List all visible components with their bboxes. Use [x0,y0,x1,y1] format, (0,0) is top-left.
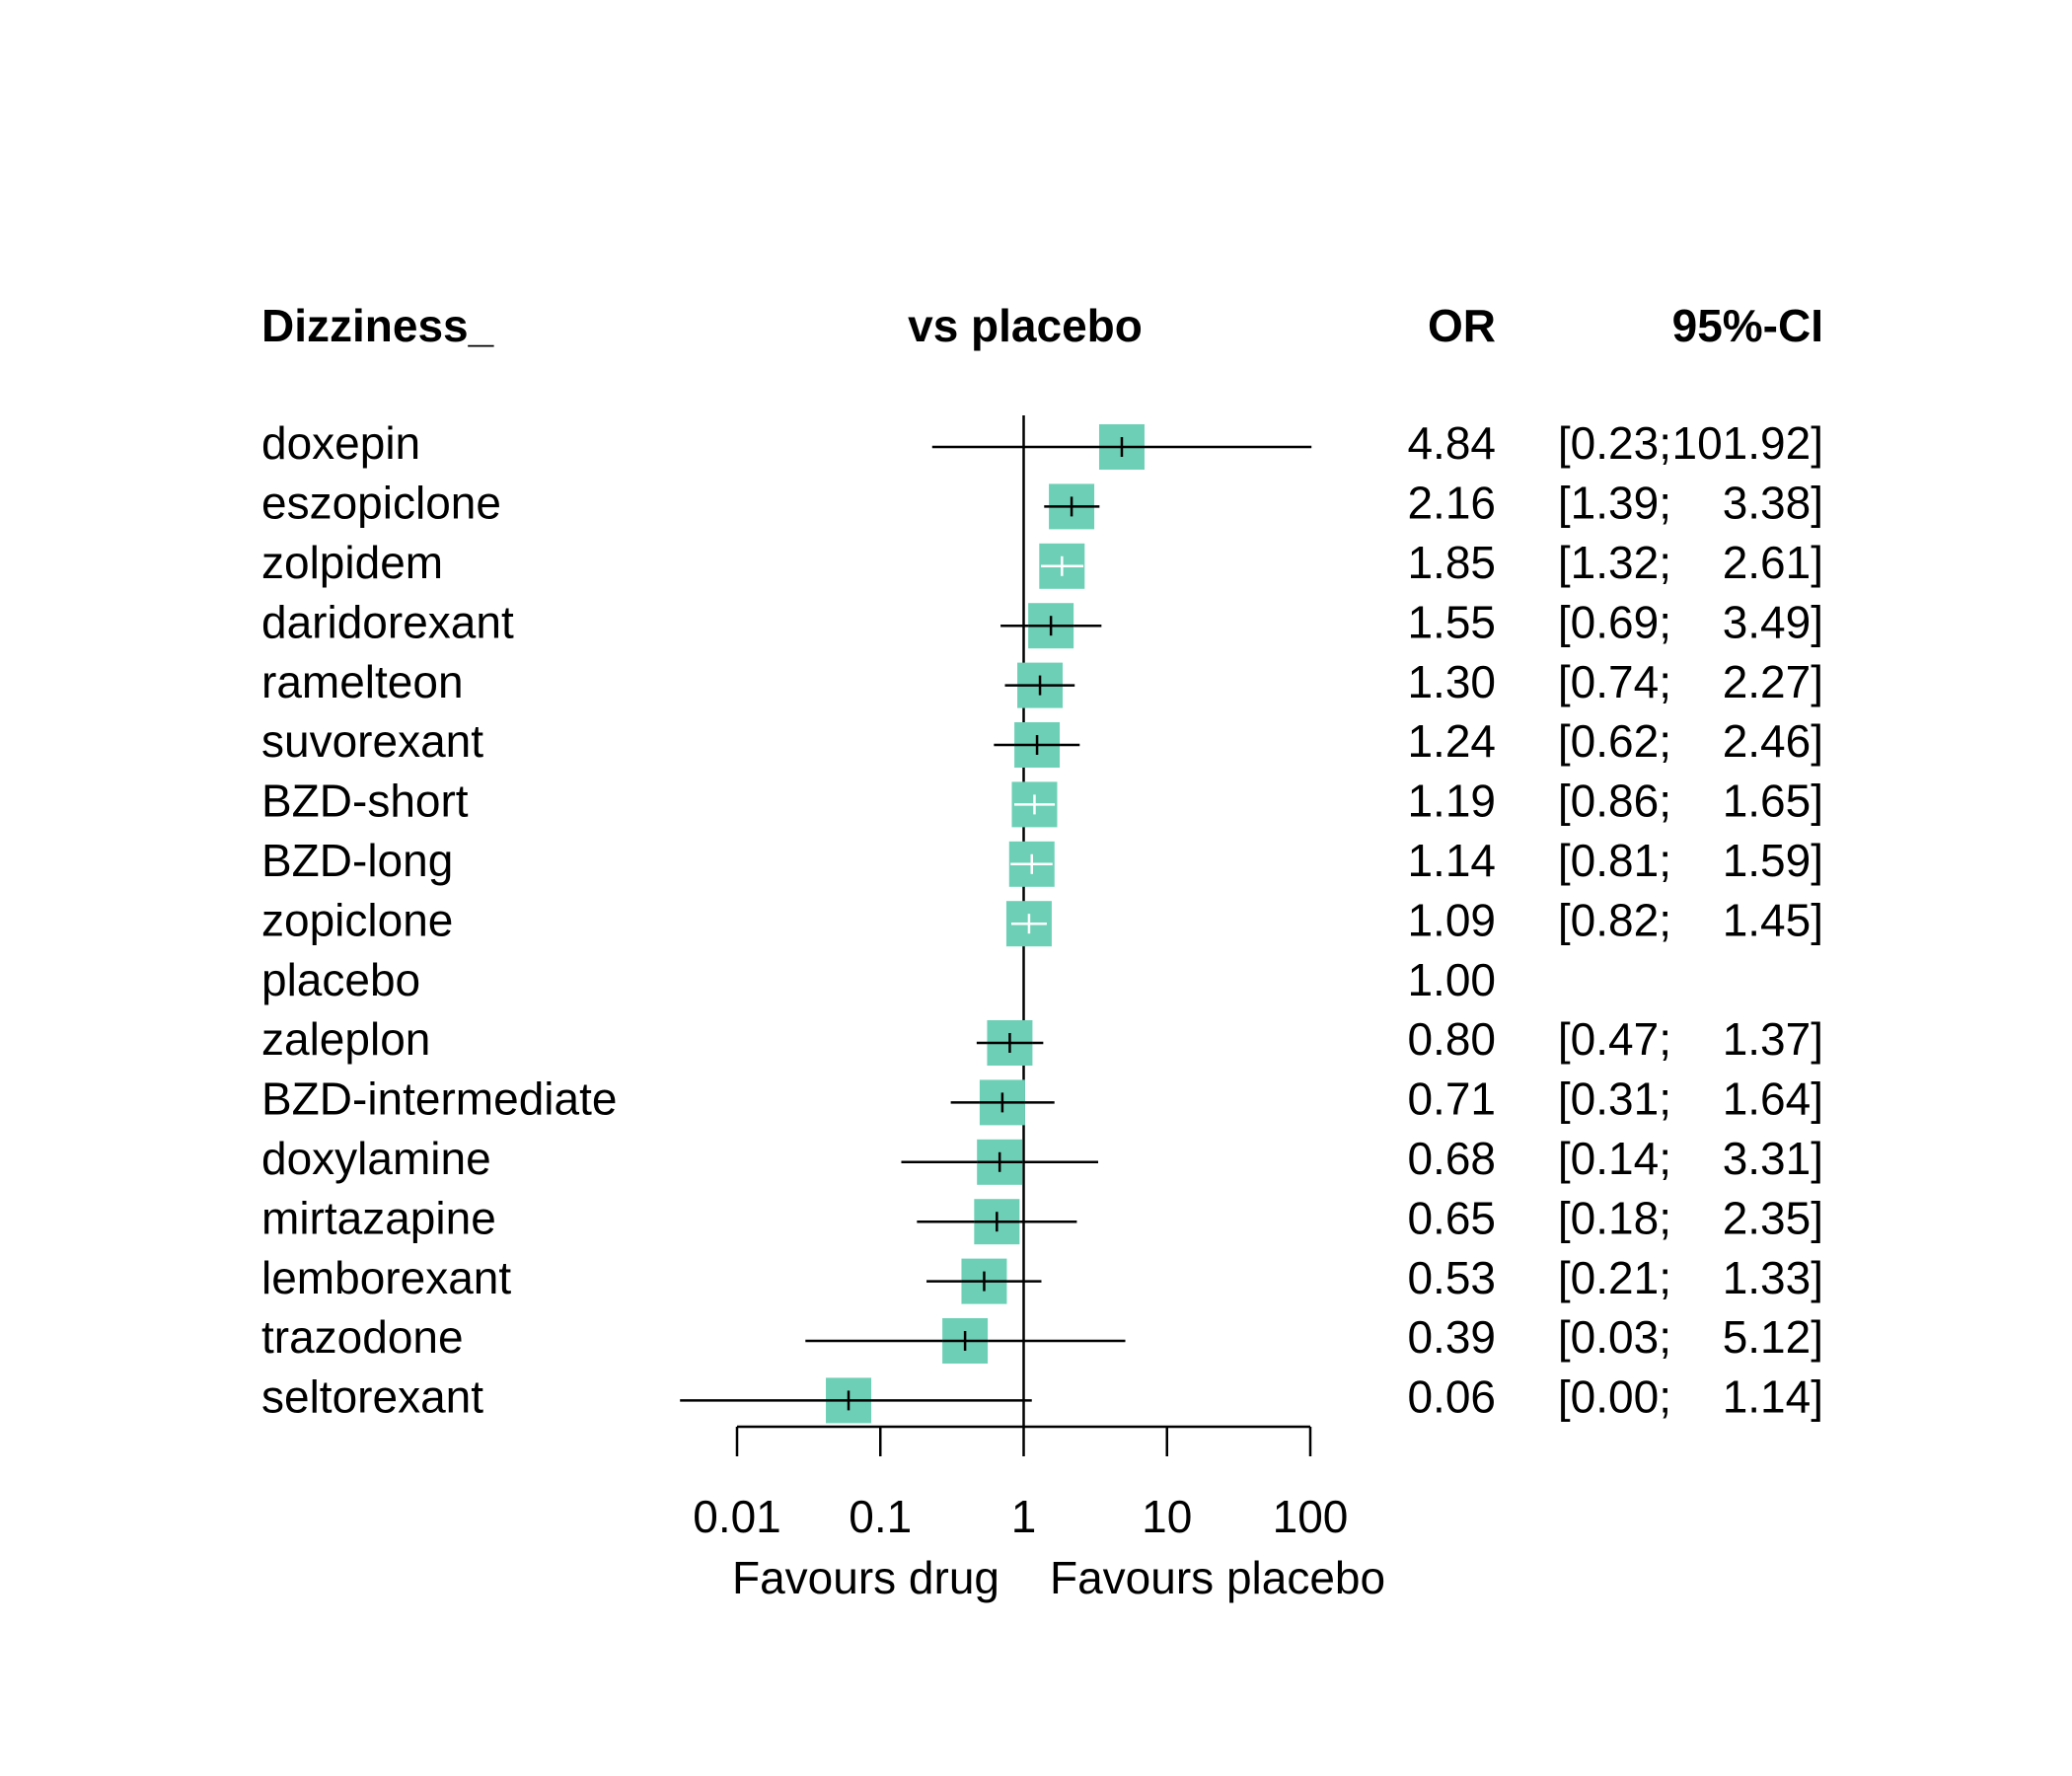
row-ci-upper: 5.12] [1723,1311,1823,1363]
row-or-value: 0.68 [1407,1133,1496,1184]
row-ci-upper: 1.33] [1723,1252,1823,1303]
x-tick-label: 0.01 [693,1491,781,1542]
row-or-value: 0.53 [1407,1252,1496,1303]
row-ci-lower: [1.39; [1558,478,1671,529]
forest-row: mirtazapine 0.65 [0.18; 2.35] [261,1192,1823,1245]
x-tick-label: 1 [1011,1491,1037,1542]
x-tick-label: 10 [1142,1491,1192,1542]
row-or-value: 1.85 [1407,537,1496,588]
row-ci-lower: [0.00; [1558,1371,1671,1423]
forest-row: zaleplon 0.80 [0.47; 1.37] [261,1013,1823,1066]
forest-row: trazodone 0.39 [0.03; 5.12] [261,1311,1823,1364]
row-or-value: 1.00 [1407,954,1496,1005]
row-label: lemborexant [261,1252,511,1303]
row-label: zaleplon [261,1013,430,1065]
row-or-value: 1.55 [1407,596,1496,647]
row-ci-upper: 2.27] [1723,656,1823,707]
row-ci-lower: [0.31; [1558,1073,1671,1125]
row-ci-upper: 3.49] [1723,596,1823,647]
row-or-value: 1.30 [1407,656,1496,707]
row-ci-lower: [0.18; [1558,1192,1671,1243]
row-label: BZD-intermediate [261,1073,617,1125]
row-or-value: 0.06 [1407,1371,1496,1423]
row-ci-upper: 1.45] [1723,894,1823,945]
row-label: trazodone [261,1311,464,1363]
header-estimate: OR [1428,300,1496,351]
row-ci-upper: 3.38] [1723,478,1823,529]
x-label-left: Favours drug [732,1552,999,1603]
forest-row: BZD-intermediate 0.71 [0.31; 1.64] [261,1073,1823,1126]
row-label: BZD-long [261,835,453,886]
forest-row: suvorexant 1.24 [0.62; 2.46] [261,715,1823,768]
row-ci-upper: 101.92] [1672,417,1823,469]
row-label: zopiclone [261,894,453,945]
row-or-value: 0.65 [1407,1192,1496,1243]
row-ci-lower: [0.82; [1558,894,1671,945]
row-label: suvorexant [261,715,483,767]
row-or-value: 1.14 [1407,835,1496,886]
forest-row: eszopiclone 2.16 [1.39; 3.38] [261,478,1823,530]
row-ci-lower: [0.23; [1558,417,1671,469]
row-or-value: 1.09 [1407,894,1496,945]
row-ci-lower: [0.62; [1558,715,1671,767]
row-ci-lower: [0.74; [1558,656,1671,707]
row-or-value: 1.24 [1407,715,1496,767]
row-ci-upper: 2.35] [1723,1192,1823,1243]
forest-row: BZD-short 1.19 [0.86; 1.65] [261,776,1823,828]
row-ci-lower: [0.69; [1558,596,1671,647]
x-axis: 0.01 0.1 1 10 100 [693,1425,1349,1542]
header-label: Dizziness_ [261,300,494,351]
row-ci-upper: 1.14] [1723,1371,1823,1423]
row-label: zolpidem [261,537,443,588]
forest-row: ramelteon 1.30 [0.74; 2.27] [261,656,1823,708]
forest-row: zolpidem 1.85 [1.32; 2.61] [261,537,1823,589]
forest-row: zopiclone 1.09 [0.82; 1.45] [261,894,1823,947]
row-label: placebo [261,954,420,1005]
row-ci-upper: 1.65] [1723,776,1823,827]
row-ci-lower: [0.81; [1558,835,1671,886]
row-or-value: 4.84 [1407,417,1496,469]
row-ci-lower: [0.21; [1558,1252,1671,1303]
x-label-right: Favours placebo [1050,1552,1385,1603]
row-label: doxepin [261,417,420,469]
row-or-value: 2.16 [1407,478,1496,529]
header-ci: 95%-CI [1672,300,1823,351]
header-plot: vs placebo [908,300,1143,351]
row-or-value: 0.80 [1407,1013,1496,1065]
forest-row: daridorexant 1.55 [0.69; 3.49] [261,596,1823,649]
row-ci-upper: 2.46] [1723,715,1823,767]
x-tick-label: 0.1 [849,1491,912,1542]
row-or-value: 1.19 [1407,776,1496,827]
row-label: eszopiclone [261,478,501,529]
row-ci-upper: 1.37] [1723,1013,1823,1065]
row-ci-upper: 1.59] [1723,835,1823,886]
rows-layer: doxepin 4.84 [0.23; 101.92] eszopiclone 2.16 [… [261,415,1823,1427]
row-ci-lower: [0.47; [1558,1013,1671,1065]
row-label: ramelteon [261,656,464,707]
row-ci-upper: 2.61] [1723,537,1823,588]
row-label: mirtazapine [261,1192,496,1243]
row-label: BZD-short [261,776,469,827]
row-label: seltorexant [261,1371,483,1423]
forest-row: placebo 1.00 [261,954,1496,1005]
forest-row: BZD-long 1.14 [0.81; 1.59] [261,835,1823,887]
row-ci-lower: [0.03; [1558,1311,1671,1363]
row-ci-lower: [0.86; [1558,776,1671,827]
forest-row: lemborexant 0.53 [0.21; 1.33] [261,1252,1823,1304]
row-ci-lower: [0.14; [1558,1133,1671,1184]
row-or-value: 0.71 [1407,1073,1496,1125]
row-label: doxylamine [261,1133,491,1184]
forest-row: doxepin 4.84 [0.23; 101.92] [261,417,1823,470]
row-or-value: 0.39 [1407,1311,1496,1363]
row-label: daridorexant [261,596,514,647]
forest-row: doxylamine 0.68 [0.14; 3.31] [261,1133,1823,1185]
row-ci-lower: [1.32; [1558,537,1671,588]
row-ci-upper: 3.31] [1723,1133,1823,1184]
forest-row: seltorexant 0.06 [0.00; 1.14] [261,1371,1823,1424]
x-tick-label: 100 [1273,1491,1349,1542]
row-ci-upper: 1.64] [1723,1073,1823,1125]
